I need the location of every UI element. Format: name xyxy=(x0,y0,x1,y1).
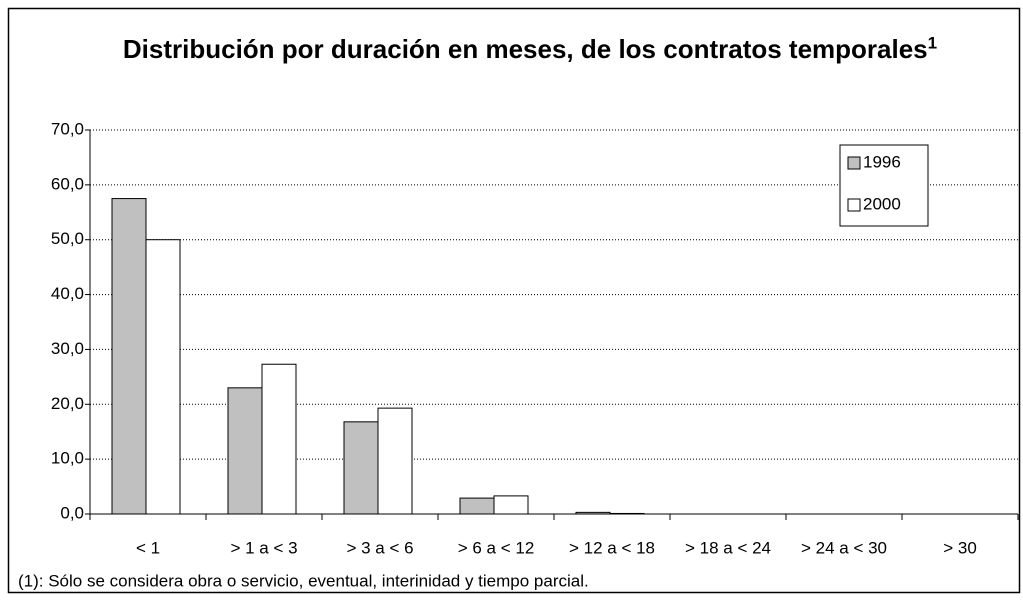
bar xyxy=(493,495,529,515)
bar xyxy=(575,511,611,515)
y-tick-label: 60,0 xyxy=(51,174,84,193)
bar xyxy=(609,512,645,515)
legend-swatch xyxy=(847,198,861,212)
title-superscript: 1 xyxy=(927,33,938,53)
bar xyxy=(459,497,495,515)
x-tick-label: > 6 a < 12 xyxy=(458,538,535,557)
chart-title: Distribución por duración en meses, de l… xyxy=(110,28,950,71)
x-tick-label: > 18 a < 24 xyxy=(685,538,771,557)
x-tick-label: > 30 xyxy=(943,538,977,557)
title-text: Distribución por duración en meses, de l… xyxy=(122,34,928,64)
x-tick-label: > 1 a < 3 xyxy=(230,538,297,557)
y-tick-label: 50,0 xyxy=(51,229,84,248)
y-tick-label: 10,0 xyxy=(51,449,84,468)
footnote: (1): Sólo se considera obra o servicio, … xyxy=(18,571,589,590)
bar xyxy=(111,198,147,515)
x-tick-label: < 1 xyxy=(136,538,160,557)
x-tick-label: > 3 a < 6 xyxy=(346,538,413,557)
y-tick-label: 0,0 xyxy=(60,503,84,522)
y-tick-label: 30,0 xyxy=(51,339,84,358)
bar xyxy=(377,407,413,515)
legend-label: 1996 xyxy=(863,152,901,171)
bar xyxy=(145,239,181,515)
x-tick-label: > 12 a < 18 xyxy=(569,538,655,557)
legend-swatch xyxy=(847,156,861,170)
y-tick-label: 70,0 xyxy=(51,119,84,138)
bar xyxy=(343,421,379,515)
x-tick-label: > 24 a < 30 xyxy=(801,538,887,557)
legend-label: 2000 xyxy=(863,194,901,213)
y-tick-label: 40,0 xyxy=(51,284,84,303)
bar xyxy=(261,363,297,515)
y-tick-label: 20,0 xyxy=(51,394,84,413)
bar xyxy=(227,387,263,515)
